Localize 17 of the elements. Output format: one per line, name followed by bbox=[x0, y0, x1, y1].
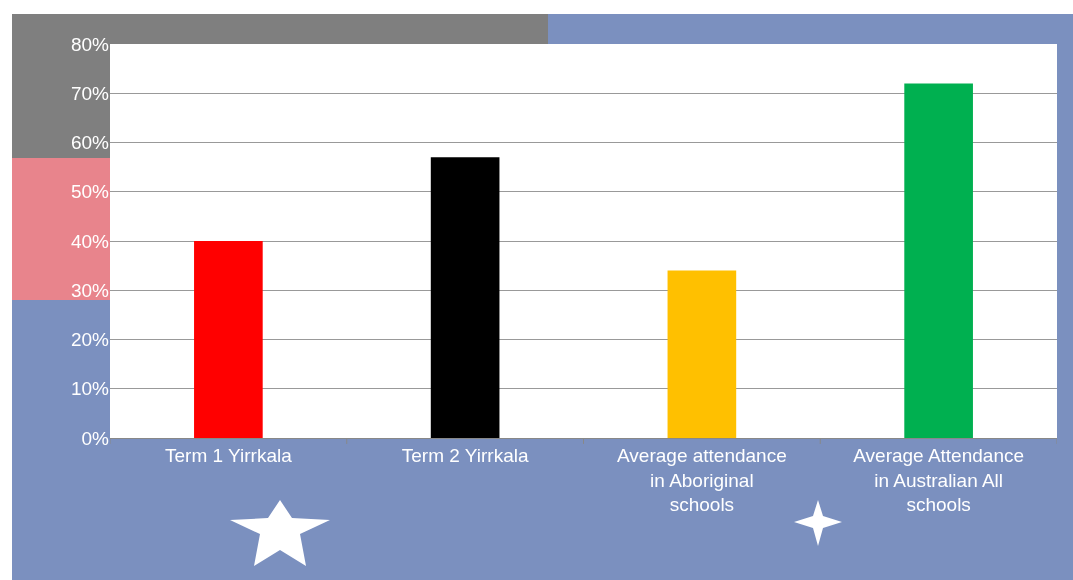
x-tick-label: Average attendance in Aboriginal schools bbox=[617, 444, 787, 516]
y-tick-label: 50% bbox=[70, 181, 110, 203]
y-tick-label: 40% bbox=[70, 230, 110, 252]
y-tick-label: 70% bbox=[70, 82, 110, 104]
x-tick-label: Term 1 Yirrkala bbox=[165, 444, 293, 466]
y-tick-label: 80% bbox=[70, 33, 110, 55]
bar bbox=[430, 157, 500, 438]
bar bbox=[194, 241, 263, 438]
bar bbox=[667, 270, 737, 438]
x-tick-label: Average Attendance in Australian All schools bbox=[853, 444, 1025, 516]
x-tick-label: Term 2 Yirrkala bbox=[401, 444, 529, 466]
y-tick-label: 60% bbox=[70, 132, 110, 154]
bar bbox=[904, 83, 973, 438]
y-tick-label: 0% bbox=[81, 427, 110, 449]
y-tick-label: 30% bbox=[70, 279, 110, 301]
y-tick-label: 20% bbox=[70, 329, 110, 351]
y-tick-label: 10% bbox=[70, 378, 110, 400]
